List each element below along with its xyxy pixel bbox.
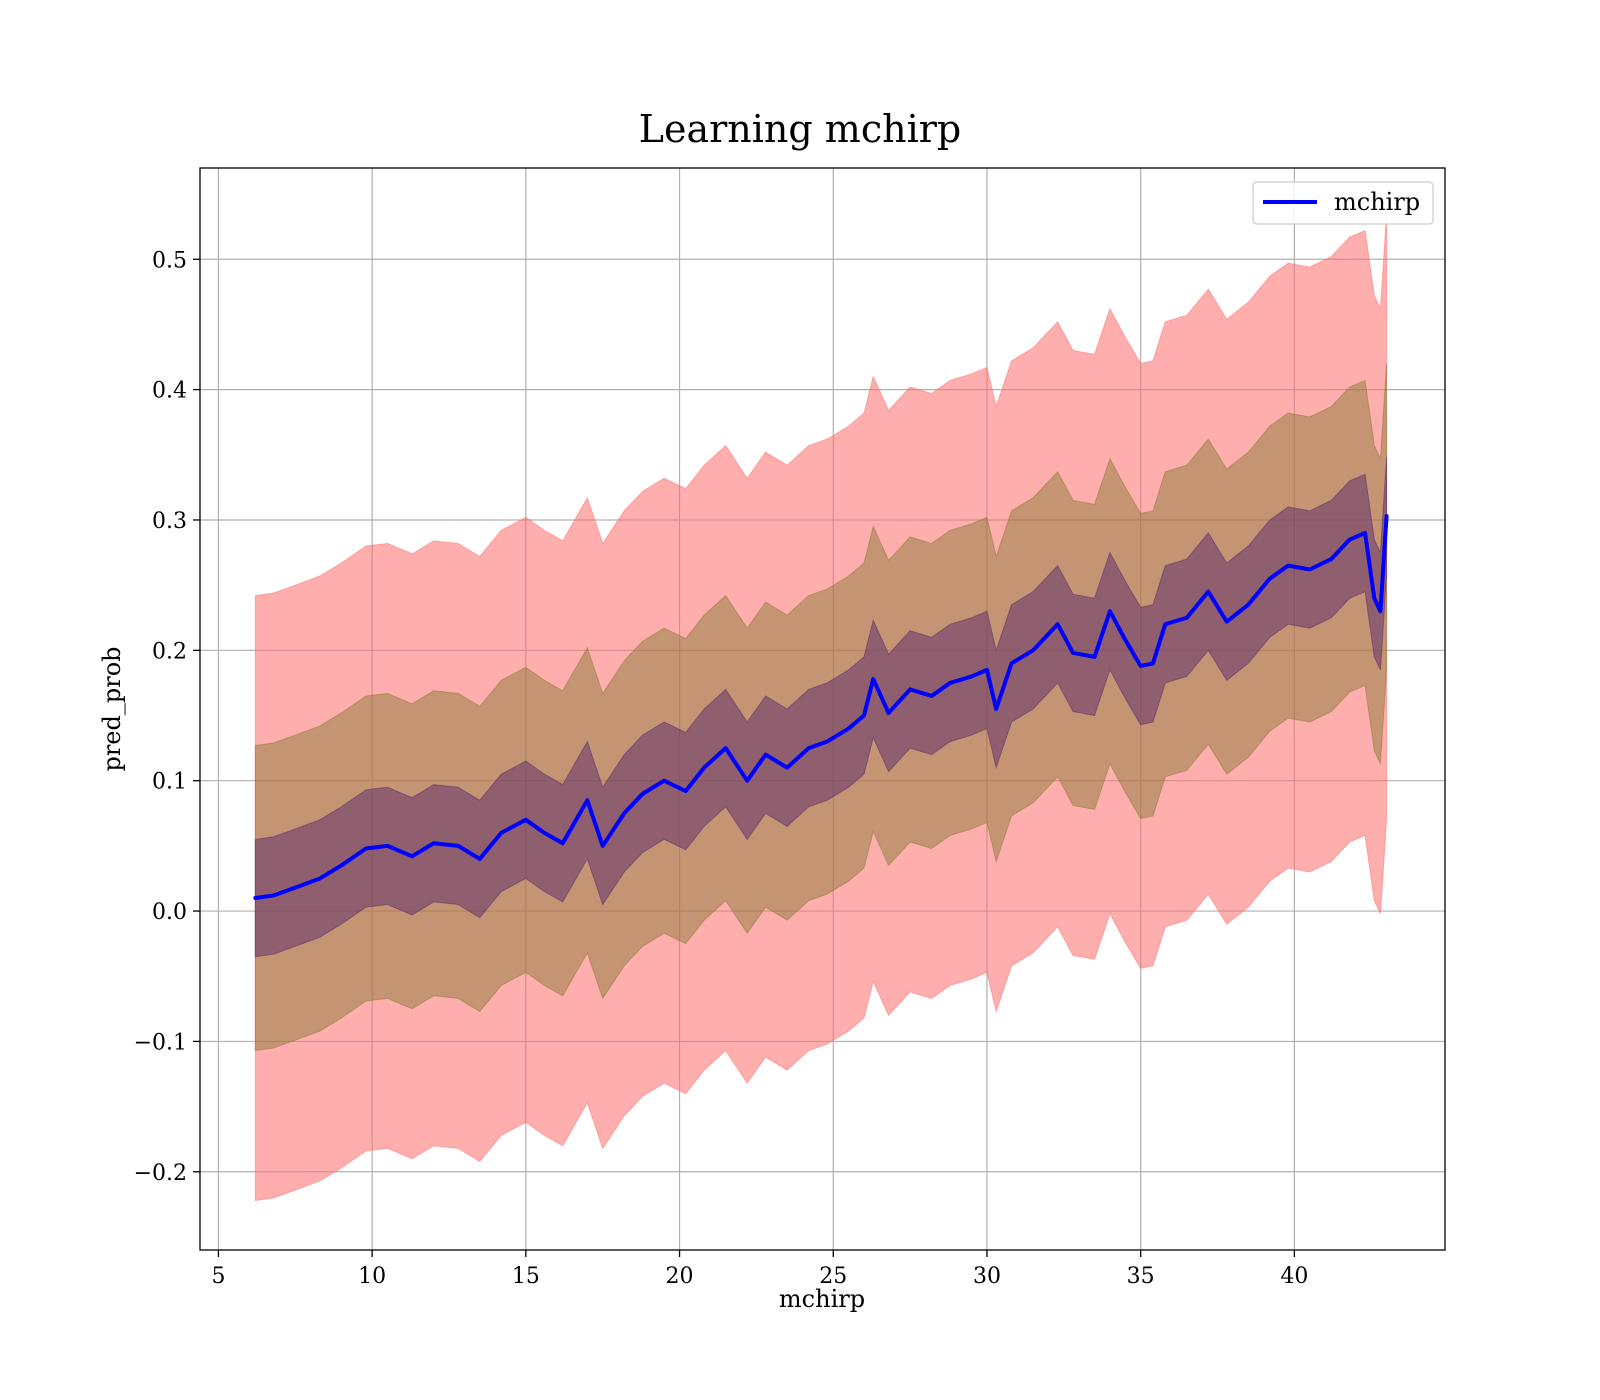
confidence-bands bbox=[254, 213, 1388, 1202]
y-tick-label: 0.4 bbox=[152, 379, 187, 404]
y-tick-label: 0.5 bbox=[152, 248, 187, 273]
y-ticks: −0.2 −0.1 0.0 0.1 0.2 0.3 0.4 0.5 bbox=[134, 248, 200, 1186]
y-tick-label: −0.2 bbox=[134, 1161, 187, 1186]
legend-label-mchirp: mchirp bbox=[1334, 188, 1420, 216]
legend-box bbox=[1252, 181, 1434, 225]
y-tick-label: 0.2 bbox=[152, 639, 187, 664]
y-axis-label: pred_prob bbox=[98, 646, 126, 771]
y-tick-label: 0.3 bbox=[152, 509, 187, 534]
series-line-mchirp bbox=[253, 514, 1389, 901]
x-tick-label: 35 bbox=[1127, 1264, 1155, 1289]
y-tick-label: −0.1 bbox=[134, 1030, 187, 1055]
x-tick-label: 25 bbox=[819, 1264, 847, 1289]
x-tick-label: 5 bbox=[211, 1264, 225, 1289]
x-tick-label: 10 bbox=[358, 1264, 386, 1289]
series-lines bbox=[253, 514, 1389, 901]
legend: mchirp bbox=[1252, 181, 1434, 225]
y-tick-label: 0.0 bbox=[152, 900, 187, 925]
x-axis-label: mchirp bbox=[779, 1285, 865, 1313]
x-tick-label: 15 bbox=[512, 1264, 540, 1289]
plot-frame bbox=[199, 167, 1446, 1251]
x-tick-label: 40 bbox=[1280, 1264, 1308, 1289]
y-tick-label: 0.1 bbox=[152, 770, 187, 795]
chart-title: Learning mchirp bbox=[639, 107, 961, 151]
band-inner bbox=[254, 457, 1388, 958]
x-tick-label: 30 bbox=[973, 1264, 1001, 1289]
x-tick-label: 20 bbox=[666, 1264, 694, 1289]
x-ticks: 5 10 15 20 25 30 35 40 bbox=[211, 1250, 1308, 1289]
